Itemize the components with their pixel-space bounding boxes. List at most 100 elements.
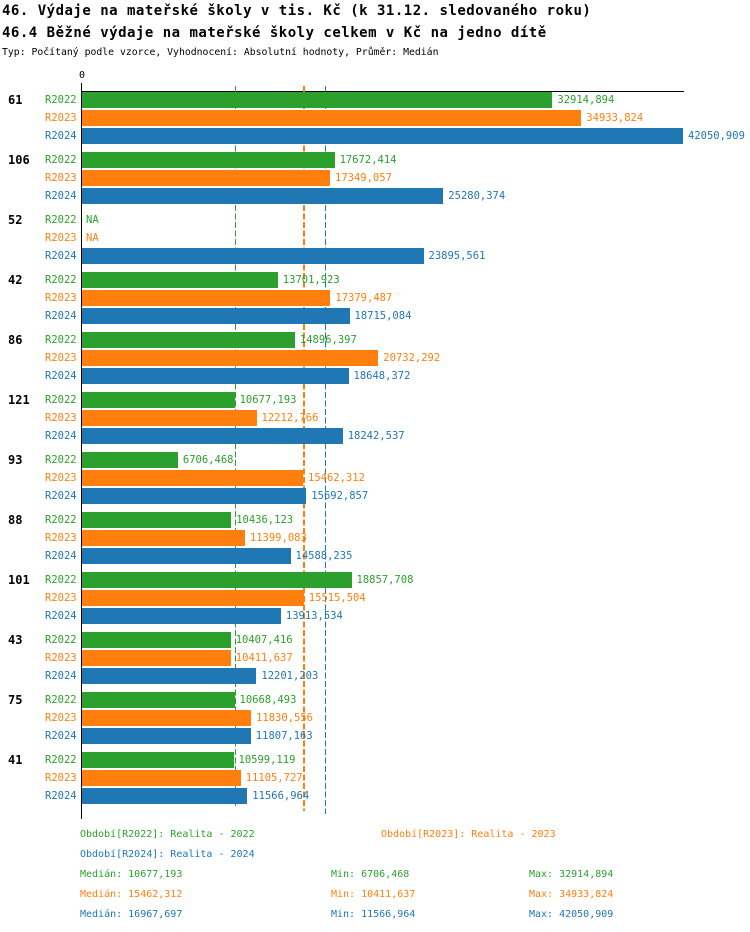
y-axis-line — [80, 83, 82, 819]
bar-value-label: 10407,416 — [235, 634, 293, 646]
bar-r2024 — [82, 548, 291, 564]
bar-value-label: 18648,372 — [353, 370, 411, 382]
bar-value-label: 11807,163 — [255, 730, 313, 742]
bar-value-label: 13913,534 — [285, 610, 343, 622]
group-label: 86 — [8, 333, 23, 347]
bar-value-label: 18242,537 — [347, 430, 405, 442]
median-line-r2024 — [324, 86, 326, 814]
group-label: 88 — [8, 513, 23, 527]
series-row-label: R2023 — [45, 352, 77, 364]
bar-r2024 — [82, 248, 424, 264]
group-label: 61 — [8, 93, 23, 107]
bar-value-label: NA — [86, 232, 99, 244]
bar-value-label: 11830,556 — [256, 712, 313, 724]
bar-r2022 — [82, 452, 178, 468]
series-row-label: R2024 — [45, 490, 77, 502]
chart-meta-line: Typ: Počítaný podle vzorce, Vyhodnocení:… — [2, 47, 439, 58]
bar-r2022 — [82, 272, 278, 288]
bar-r2022 — [82, 332, 295, 348]
bar-value-label: 32914,894 — [557, 94, 615, 106]
series-row-label: R2023 — [45, 592, 77, 604]
legend-period-r2022: Období[R2022]: Realita - 2022 — [80, 829, 255, 840]
bar-value-label: 15462,312 — [308, 472, 365, 484]
bar-value-label: 20732,292 — [383, 352, 441, 364]
series-row-label: R2024 — [45, 550, 77, 562]
bar-value-label: 11399,083 — [249, 532, 307, 544]
series-row-label: R2023 — [45, 652, 77, 664]
legend-max-0: Max: 32914,894 — [529, 869, 614, 880]
bar-value-label: 17349,057 — [335, 172, 392, 184]
bar-r2024 — [82, 128, 683, 144]
bar-value-label: 11105,727 — [245, 772, 303, 784]
series-row-label: R2023 — [45, 172, 77, 184]
group-label: 42 — [8, 273, 23, 287]
x-axis-zero-label: 0 — [78, 70, 86, 81]
series-row-label: R2024 — [45, 790, 77, 802]
legend-median-2: Medián: 16967,697 — [80, 909, 183, 920]
series-row-label: R2024 — [45, 370, 77, 382]
bar-value-label: 11566,964 — [252, 790, 310, 802]
bar-r2024 — [82, 188, 444, 204]
series-row-label: R2023 — [45, 712, 77, 724]
series-row-label: R2022 — [45, 694, 77, 706]
group-label: 43 — [8, 633, 23, 647]
series-row-label: R2022 — [45, 454, 77, 466]
series-row-label: R2024 — [45, 190, 77, 202]
bar-r2022 — [82, 572, 352, 588]
bar-r2022 — [82, 692, 235, 708]
bar-value-label: 14896,397 — [299, 334, 357, 346]
series-row-label: R2022 — [45, 94, 77, 106]
bar-r2022 — [82, 752, 234, 768]
bar-value-label: NA — [86, 214, 99, 226]
series-row-label: R2023 — [45, 412, 77, 424]
bar-r2023 — [82, 710, 252, 726]
bar-r2024 — [82, 788, 248, 804]
bar-r2024 — [82, 608, 281, 624]
bar-r2022 — [82, 152, 335, 168]
bar-r2024 — [82, 668, 257, 684]
bar-value-label: 18857,708 — [356, 574, 414, 586]
bar-value-label: 23895,561 — [428, 250, 486, 262]
bar-r2023 — [82, 590, 304, 606]
chart-subtitle: 46.4 Běžné výdaje na mateřské školy celk… — [2, 25, 547, 41]
series-row-label: R2023 — [45, 292, 77, 304]
legend-min-0: Min: 6706,468 — [331, 869, 410, 880]
bar-value-label: 15515,504 — [308, 592, 366, 604]
bar-r2022 — [82, 512, 232, 528]
series-row-label: R2022 — [45, 754, 77, 766]
bar-value-label: 10677,193 — [239, 394, 297, 406]
bar-r2023 — [82, 410, 257, 426]
series-row-label: R2024 — [45, 310, 77, 322]
series-row-label: R2022 — [45, 154, 77, 166]
series-row-label: R2022 — [45, 214, 77, 226]
series-row-label: R2022 — [45, 394, 77, 406]
series-row-label: R2024 — [45, 730, 77, 742]
series-row-label: R2022 — [45, 334, 77, 346]
series-row-label: R2023 — [45, 472, 77, 484]
bar-r2023 — [82, 530, 245, 546]
series-row-label: R2024 — [45, 670, 77, 682]
bar-value-label: 12201,203 — [261, 670, 319, 682]
bar-r2022 — [82, 392, 235, 408]
group-label: 75 — [8, 693, 23, 707]
series-row-label: R2024 — [45, 610, 77, 622]
series-row-label: R2023 — [45, 772, 77, 784]
bar-value-label: 18715,084 — [354, 310, 412, 322]
series-row-label: R2022 — [45, 514, 77, 526]
bar-r2023 — [82, 290, 331, 306]
median-line-r2022 — [234, 86, 237, 808]
group-label: 93 — [8, 453, 23, 467]
series-row-label: R2023 — [45, 532, 77, 544]
bar-value-label: 10599,119 — [238, 754, 296, 766]
series-row-label: R2022 — [45, 274, 77, 286]
bar-value-label: 13701,923 — [282, 274, 340, 286]
bar-r2023 — [82, 170, 330, 186]
legend-min-2: Min: 11566,964 — [331, 909, 416, 920]
bar-value-label: 12212,766 — [261, 412, 319, 424]
legend-max-2: Max: 42050,909 — [529, 909, 614, 920]
bar-r2023 — [82, 770, 241, 786]
bar-r2023 — [82, 110, 582, 126]
bar-value-label: 17379,487 — [335, 292, 393, 304]
bar-r2023 — [82, 470, 303, 486]
legend-min-1: Min: 10411,637 — [331, 889, 416, 900]
